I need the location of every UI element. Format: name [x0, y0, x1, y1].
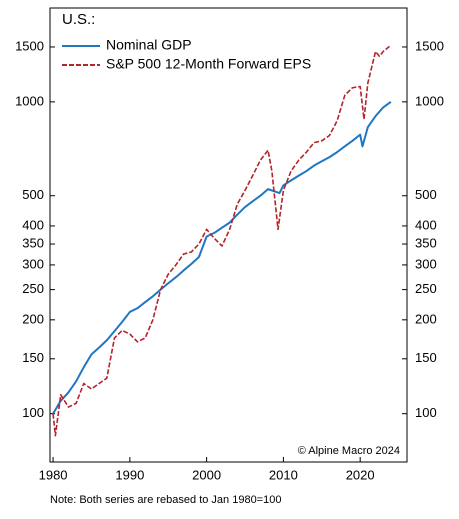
legend-label: S&P 500 12-Month Forward EPS — [106, 56, 311, 72]
x-tick-label: 2000 — [192, 467, 221, 482]
x-tick-label: 2020 — [346, 467, 375, 482]
series-line — [52, 101, 392, 415]
y2-tick-label: 250 — [415, 281, 437, 296]
plot-frame — [49, 7, 408, 463]
y2-tick-label: 1000 — [415, 93, 444, 108]
note: Note: Both series are rebased to Jan 198… — [50, 494, 281, 506]
y-tick-label: 250 — [22, 281, 44, 296]
x-tick-label: 1980 — [39, 467, 68, 482]
y-tick-label: 350 — [22, 235, 44, 250]
y2-tick-label: 1500 — [415, 38, 444, 53]
y-tick-label: 400 — [22, 217, 44, 232]
y2-tick-label: 150 — [415, 350, 437, 365]
x-tick-label: 1990 — [115, 467, 144, 482]
y2-tick-label: 350 — [415, 235, 437, 250]
series-line — [52, 44, 392, 437]
y-tick-label: 100 — [22, 405, 44, 420]
y2-tick-label: 400 — [415, 217, 437, 232]
legend-label: Nominal GDP — [106, 37, 192, 53]
y-tick-label: 300 — [22, 256, 44, 271]
y-tick-label: 200 — [22, 311, 44, 326]
chart-title: U.S.: — [62, 11, 95, 28]
y2-tick-label: 100 — [415, 405, 437, 420]
annotation: © Alpine Macro 2024 — [298, 445, 400, 457]
y-tick-label: 150 — [22, 350, 44, 365]
y-tick-label: 1500 — [15, 38, 44, 53]
y2-tick-label: 500 — [415, 187, 437, 202]
y-tick-label: 1000 — [15, 93, 44, 108]
y-tick-label: 500 — [22, 187, 44, 202]
x-tick-label: 2010 — [269, 467, 298, 482]
y2-tick-label: 300 — [415, 256, 437, 271]
y2-tick-label: 200 — [415, 311, 437, 326]
